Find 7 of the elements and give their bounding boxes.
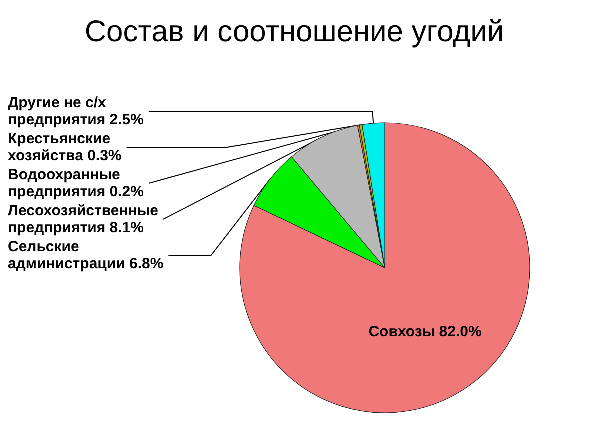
slice-label: Крестьянские хозяйства 0.3% — [8, 130, 122, 164]
slice-label: Лесохозяйственные предприятия 8.1% — [8, 202, 158, 236]
slice-label: Совхозы 82.0% — [368, 323, 482, 340]
slice-label: Другие не с/х предприятия 2.5% — [8, 94, 144, 128]
chart-title: Состав и соотношение угодий — [84, 16, 504, 48]
slice-label: Водоохранные предприятия 0.2% — [8, 166, 144, 200]
slice-label: Сельские администрации 6.8% — [8, 238, 164, 272]
